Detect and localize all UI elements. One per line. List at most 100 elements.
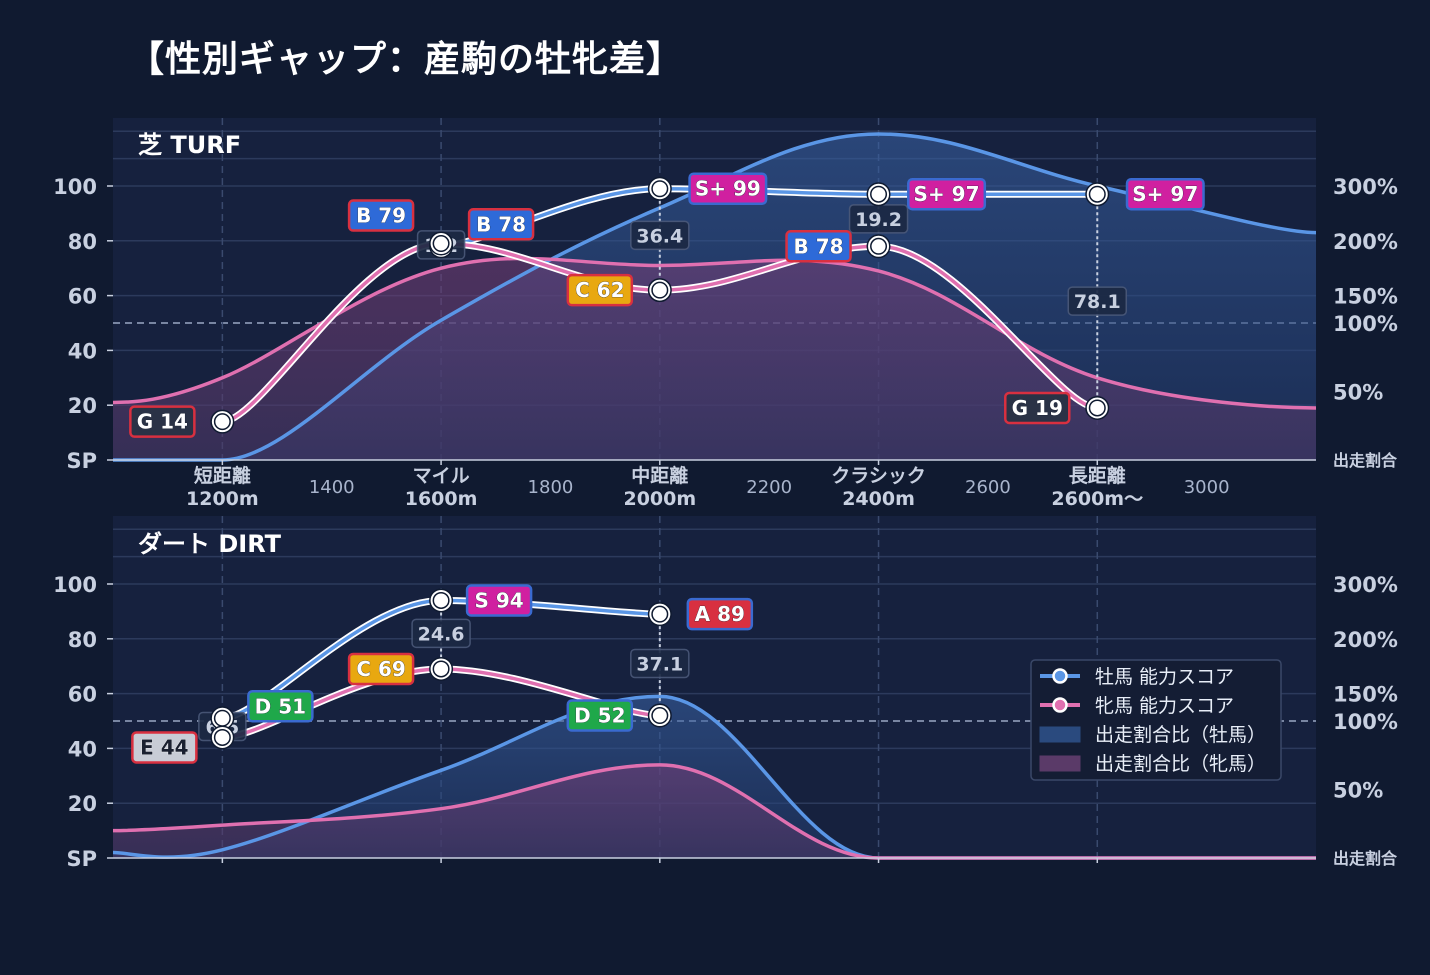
score-point-colt-ring <box>649 603 671 625</box>
score-point-filly-ring <box>430 233 452 255</box>
y-right-tick-label: 100% <box>1333 312 1398 336</box>
grade-badge-label: B 79 <box>356 204 406 228</box>
x-tick-label: 1600m <box>405 488 478 510</box>
score-point-filly-ring <box>1086 397 1108 419</box>
y-tick-label: 60 <box>68 285 97 309</box>
x-tick-label: 2000m <box>623 488 696 510</box>
legend-colt-score: 牡馬 能力スコア <box>1095 666 1234 688</box>
legend-filly-ratio: 出走割合比（牝馬） <box>1095 753 1266 775</box>
x-tick-label: 1800 <box>528 477 574 498</box>
gap-label: 36.4 <box>636 225 683 247</box>
x-tick-label: 短距離 <box>194 464 251 487</box>
y-right-tick-label: 100% <box>1333 710 1398 734</box>
legend-box <box>1030 659 1282 781</box>
y-right-tick-label: 200% <box>1333 230 1398 254</box>
grade-badge <box>785 230 852 263</box>
grade-badge-label: A 89 <box>695 602 745 626</box>
gap-label: 78.1 <box>1074 291 1121 313</box>
chart-title: 【性別ギャップ：産駒の牡牝差】 <box>128 39 684 80</box>
y-tick-label: 40 <box>68 737 97 761</box>
grade-badge <box>467 208 535 241</box>
gap-label: 37.1 <box>636 653 683 675</box>
panel-title: 芝 TURF <box>138 131 241 159</box>
y-tick-label: 80 <box>68 628 97 652</box>
x-tick-label: 2200 <box>746 477 792 498</box>
y-right-tick-label: 50% <box>1333 779 1383 803</box>
gap-label: 24.6 <box>418 623 465 645</box>
grade-badge-label: D 52 <box>574 704 625 728</box>
score-point-colt-ring <box>868 183 890 205</box>
grade-badge-label: C 69 <box>356 657 405 681</box>
x-tick-label: 2400m <box>842 488 915 510</box>
grade-badge-label: S+ 97 <box>1132 182 1198 206</box>
ratio-line-filly <box>112 256 1317 410</box>
grade-badge <box>566 273 634 307</box>
x-tick-label: 3000 <box>1184 477 1230 498</box>
panel-dirt: ダート DIRT SP 20 40 60 80 100 出走割合 50% 100% 150% 200%… <box>53 516 1398 871</box>
y-tick-label: 80 <box>68 230 97 254</box>
y-tick-label: 100 <box>53 573 97 597</box>
x-tick-label: 2600 <box>965 477 1011 498</box>
score-point-colt-ring <box>649 178 671 200</box>
grade-badge-label: S+ 99 <box>695 177 761 201</box>
score-point-filly-ring <box>649 705 671 727</box>
grade-badge-label: G 19 <box>1012 396 1063 420</box>
grade-badge-label: B 78 <box>476 212 526 236</box>
y-tick-label: 40 <box>68 339 97 363</box>
y-right-tick-label: 300% <box>1333 573 1398 597</box>
legend-filly-ratio-swatch <box>1039 755 1081 772</box>
score-point-filly-ring <box>211 411 233 433</box>
grade-badge <box>566 699 634 732</box>
y-right-tick-label: 300% <box>1333 175 1398 199</box>
grade-badge <box>247 690 314 723</box>
legend-filly-score-marker <box>1052 697 1068 713</box>
x-tick-label: 2600m〜 <box>1051 488 1143 510</box>
grade-badge-label: D 51 <box>255 694 306 718</box>
gap-label-box <box>411 618 471 649</box>
x-tick-label: 1400 <box>309 477 355 498</box>
grade-badge <box>131 731 198 764</box>
grade-badge <box>129 405 196 438</box>
grade-badge-label: B 78 <box>794 234 844 258</box>
y-tick-label: SP <box>66 449 97 473</box>
grade-badge <box>688 172 768 205</box>
x-tick-label: 中距離 <box>631 464 688 487</box>
y-right-tick-label: 出走割合 <box>1333 849 1398 868</box>
grade-badge <box>1004 391 1071 425</box>
legend-filly-score: 牝馬 能力スコア <box>1095 695 1234 717</box>
grade-badge <box>347 652 415 686</box>
grade-badge-label: C 62 <box>575 278 624 302</box>
score-point-colt-ring <box>1086 183 1108 205</box>
legend-colt-ratio-swatch <box>1039 726 1081 743</box>
x-tick-label: クラシック <box>831 465 926 487</box>
score-point-filly-ring <box>649 279 671 301</box>
y-right-tick-label: 150% <box>1333 285 1398 309</box>
gap-label-box <box>630 220 690 251</box>
y-tick-label: 20 <box>68 394 97 418</box>
y-right-tick-label: 200% <box>1333 628 1398 652</box>
y-right-tick-label: 出走割合 <box>1333 451 1398 470</box>
grade-badge <box>907 177 987 211</box>
gap-label: 19.2 <box>855 209 902 231</box>
ratio-area-filly <box>113 764 1316 858</box>
y-right-tick-label: 150% <box>1333 683 1398 707</box>
legend-colt-score-marker <box>1052 668 1068 684</box>
x-tick-label: マイル <box>413 465 470 487</box>
score-point-colt-ring <box>430 589 452 611</box>
gap-label-box <box>1067 286 1128 316</box>
x-tick-label: 長距離 <box>1069 464 1126 487</box>
grade-badge <box>347 199 415 232</box>
y-tick-label: 100 <box>53 175 97 199</box>
gap-label-box <box>630 648 690 679</box>
x-tick-label: 1200m <box>186 488 259 510</box>
grade-badge-label: S 94 <box>474 588 523 612</box>
score-point-filly-ring <box>868 235 890 257</box>
y-tick-label: 60 <box>68 683 97 707</box>
y-tick-label: 20 <box>68 792 97 816</box>
y-tick-label: SP <box>66 847 97 871</box>
score-point-filly-ring <box>430 658 452 680</box>
legend-colt-ratio: 出走割合比（牡馬） <box>1095 724 1266 746</box>
grade-badge-label: E 44 <box>140 735 188 759</box>
